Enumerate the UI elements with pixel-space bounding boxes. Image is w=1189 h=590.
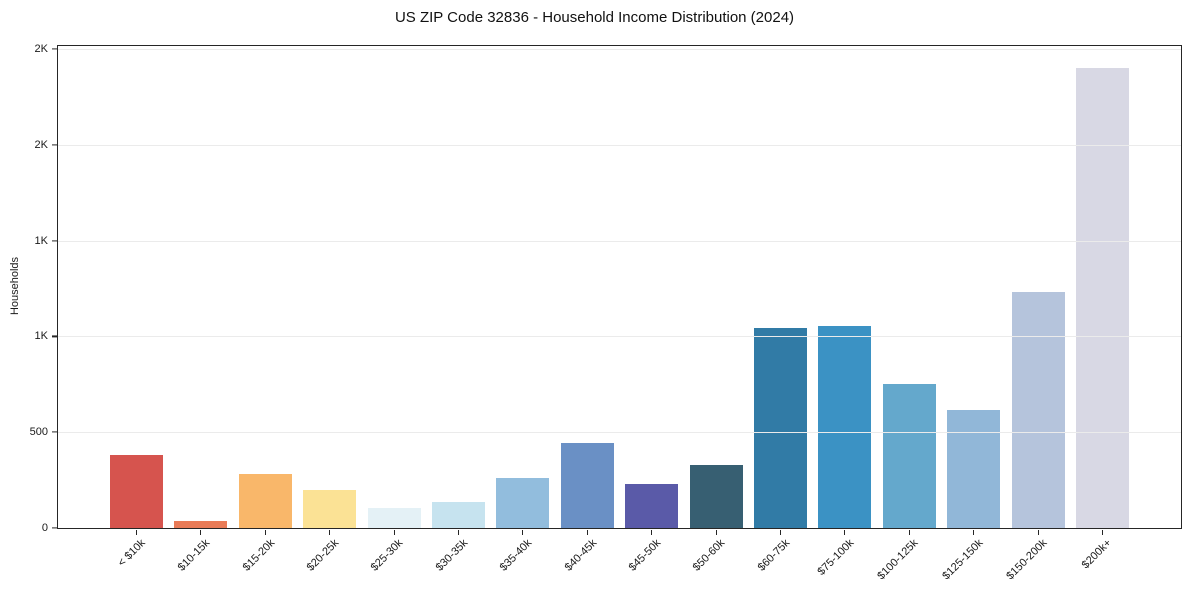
x-tick-label: $100-125k [875, 537, 921, 583]
chart-title: US ZIP Code 32836 - Household Income Dis… [394, 9, 795, 26]
y-tick-label: 1K [34, 234, 48, 247]
x-tick-label: $20-25k [304, 537, 342, 574]
bar-8 [560, 443, 614, 528]
y-tick-label: 500 [29, 426, 48, 439]
x-tick-mark [200, 530, 202, 536]
bar-14 [947, 409, 1001, 528]
y-tick-mark [52, 527, 57, 529]
y-axis-label: Households [9, 256, 21, 316]
x-tick-label: $200k+ [1079, 537, 1114, 572]
bar-9 [625, 483, 679, 528]
x-tick-mark [393, 530, 395, 536]
y-tick-mark [52, 335, 57, 337]
bar-15 [1011, 292, 1065, 528]
y-tick-mark [52, 144, 57, 146]
x-tick-mark [264, 530, 266, 536]
x-tick-label: $25-30k [368, 537, 406, 574]
y-tick-mark [52, 239, 57, 242]
x-tick-label: $50-60k [690, 537, 728, 574]
y-tick-label: 2K [34, 138, 48, 151]
x-tick-mark [908, 530, 910, 536]
x-tick-label: < $10k [115, 537, 148, 570]
x-tick-label: $45-50k [626, 537, 664, 574]
y-tick-mark [52, 48, 57, 50]
bar-5 [367, 507, 421, 528]
x-tick-mark [715, 530, 717, 536]
bar-12 [818, 325, 872, 528]
x-tick-mark [779, 530, 782, 536]
y-tick-mark [52, 431, 57, 433]
x-tick-label: $35-40k [497, 537, 535, 574]
x-tick-mark [135, 530, 138, 536]
bar-11 [754, 327, 807, 528]
x-tick-label: $75-100k [815, 537, 857, 578]
x-tick-label: $15-20k [240, 537, 277, 574]
x-tick-label: $10-15k [175, 537, 213, 574]
bar-10 [689, 464, 743, 528]
x-tick-mark [651, 530, 653, 536]
gridline [58, 144, 1181, 146]
x-tick-mark [844, 530, 846, 536]
x-tick-label: $30-35k [433, 537, 470, 574]
y-tick-label: 2K [34, 42, 48, 55]
x-tick-mark [329, 530, 331, 536]
bar-4 [303, 489, 357, 528]
gridline [58, 48, 1181, 50]
bar-6 [432, 501, 485, 528]
x-tick-label: $150-200k [1004, 537, 1050, 583]
x-tick-label: $40-45k [562, 537, 599, 574]
bar-1 [110, 454, 163, 528]
bar-13 [882, 384, 936, 528]
plot-area: 0 500 1K 1K 2K 2K < $10k $10-15k $15-20k $20-25k… [30, 43, 1182, 582]
y-tick-label: 1K [34, 330, 48, 343]
bar-3 [238, 473, 292, 528]
x-tick-label: $125-150k [939, 537, 986, 583]
x-tick-mark [1037, 530, 1039, 536]
bar-7 [496, 477, 550, 528]
x-tick-mark [1101, 530, 1104, 536]
bar-16 [1076, 68, 1129, 528]
x-tick-mark [973, 530, 975, 536]
x-tick-mark [586, 530, 588, 536]
x-tick-mark [522, 530, 524, 536]
gridline [58, 240, 1181, 242]
x-tick-label: $60-75k [755, 537, 792, 574]
y-tick-label: 0 [41, 522, 48, 534]
x-tick-mark [457, 530, 460, 536]
bar-2 [174, 520, 228, 528]
